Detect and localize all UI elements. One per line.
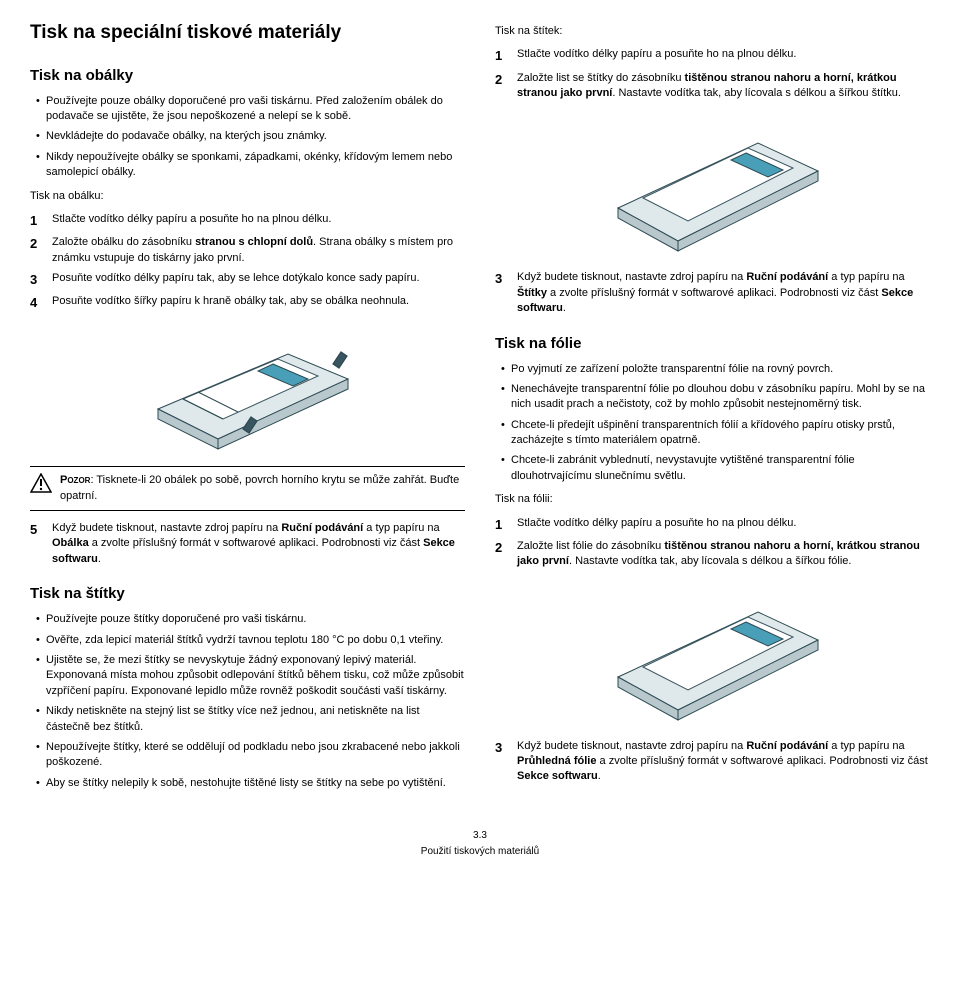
list-item: 4Posuňte vodítko šířky papíru k hraně ob…: [30, 294, 465, 312]
label-tray-illustration: [495, 113, 930, 258]
list-item: Nepoužívejte štítky, které se oddělují o…: [36, 740, 465, 771]
footer-section: Použití tiskových materiálů: [30, 845, 930, 859]
transparencies-bullets: Po vyjmutí ze zařízení položte transpare…: [495, 362, 930, 485]
list-item: Ujistěte se, že mezi štítky se nevyskytu…: [36, 653, 465, 699]
list-item: 5Když budete tisknout, nastavte zdroj pa…: [30, 521, 465, 567]
section-transparencies-title: Tisk na fólie: [495, 333, 930, 354]
list-item: Chcete-li zabránit vyblednutí, nevystavu…: [501, 453, 930, 484]
list-item: 2Založte list se štítky do zásobníku tiš…: [495, 71, 930, 102]
warning-box: Pozor: Tisknete-li 20 obálek po sobě, po…: [30, 466, 465, 511]
list-item: Používejte pouze štítky doporučené pro v…: [36, 612, 465, 627]
list-item: 3Posuňte vodítko délky papíru tak, aby s…: [30, 271, 465, 289]
page-footer: 3.3 Použití tiskových materiálů: [30, 829, 930, 859]
warning-icon: [30, 473, 52, 493]
right-column: Tisk na štítek: 1Stlačte vodítko délky p…: [495, 20, 930, 799]
list-item: Nikdy nepoužívejte obálky se sponkami, z…: [36, 150, 465, 181]
list-item: Nevkládejte do podavače obálky, na který…: [36, 129, 465, 144]
transparency-tray-illustration: [495, 582, 930, 727]
list-item: 1Stlačte vodítko délky papíru a posuňte …: [495, 47, 930, 65]
envelopes-steps: 1Stlačte vodítko délky papíru a posuňte …: [30, 212, 465, 312]
page-number: 3.3: [30, 829, 930, 843]
list-item: 3Když budete tisknout, nastavte zdroj pa…: [495, 270, 930, 316]
list-item: Ověřte, zda lepicí materiál štítků vydrž…: [36, 633, 465, 648]
label-steps: 1Stlačte vodítko délky papíru a posuňte …: [495, 47, 930, 101]
label-step3: 3Když budete tisknout, nastavte zdroj pa…: [495, 270, 930, 316]
page-title: Tisk na speciální tiskové materiály: [30, 20, 465, 47]
list-item: Po vyjmutí ze zařízení položte transpare…: [501, 362, 930, 377]
envelopes-sublabel: Tisk na obálku:: [30, 189, 465, 204]
section-envelopes-title: Tisk na obálky: [30, 65, 465, 86]
list-item: 2Založte obálku do zásobníku stranou s c…: [30, 235, 465, 266]
transparencies-step3: 3Když budete tisknout, nastavte zdroj pa…: [495, 739, 930, 785]
list-item: 1Stlačte vodítko délky papíru a posuňte …: [495, 516, 930, 534]
list-item: 1Stlačte vodítko délky papíru a posuňte …: [30, 212, 465, 230]
list-item: 2Založte list fólie do zásobníku tištěno…: [495, 539, 930, 570]
section-labels-title: Tisk na štítky: [30, 583, 465, 604]
envelopes-step5: 5Když budete tisknout, nastavte zdroj pa…: [30, 521, 465, 567]
envelope-tray-illustration: [30, 324, 465, 454]
list-item: Chcete-li předejít ušpinění transparentn…: [501, 418, 930, 449]
warning-text: Pozor: Tisknete-li 20 obálek po sobě, po…: [60, 473, 465, 504]
list-item: Nenechávejte transparentní fólie po dlou…: [501, 382, 930, 413]
left-column: Tisk na speciální tiskové materiály Tisk…: [30, 20, 465, 799]
transparencies-sublabel: Tisk na fólii:: [495, 492, 930, 507]
transparencies-steps: 1Stlačte vodítko délky papíru a posuňte …: [495, 516, 930, 570]
envelopes-bullets: Používejte pouze obálky doporučené pro v…: [30, 94, 465, 181]
list-item: Nikdy netiskněte na stejný list se štítk…: [36, 704, 465, 735]
page-columns: Tisk na speciální tiskové materiály Tisk…: [30, 20, 930, 799]
list-item: 3Když budete tisknout, nastavte zdroj pa…: [495, 739, 930, 785]
list-item: Používejte pouze obálky doporučené pro v…: [36, 94, 465, 125]
label-sublabel: Tisk na štítek:: [495, 24, 930, 39]
list-item: Aby se štítky nelepily k sobě, nestohujt…: [36, 776, 465, 791]
labels-bullets: Používejte pouze štítky doporučené pro v…: [30, 612, 465, 791]
